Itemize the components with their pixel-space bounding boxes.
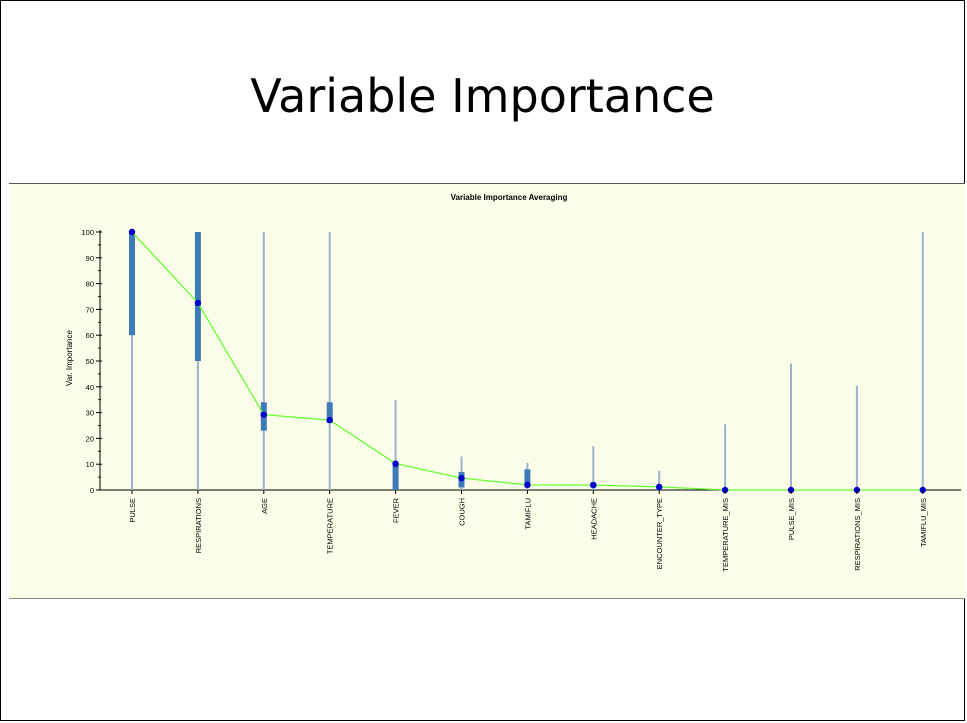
- mean-point-cough: [458, 475, 464, 481]
- y-tick-label: 40: [86, 383, 94, 392]
- mean-point-headache: [590, 482, 596, 488]
- x-tick-label: RESPIRATIONS: [194, 498, 203, 553]
- y-tick-label: 100: [81, 228, 94, 237]
- x-tick-label: RESPIRATIONS_MIS: [853, 498, 862, 571]
- x-tick-label: COUGH: [458, 498, 467, 526]
- mean-point-pulse: [129, 229, 135, 235]
- mean-point-fever: [392, 460, 398, 466]
- x-tick-label: FEVER: [392, 497, 401, 523]
- chart-title: Variable Importance Averaging: [451, 193, 568, 202]
- iqr-box-pulse: [129, 232, 135, 335]
- x-tick-label: PULSE: [128, 498, 137, 523]
- range-lines: [132, 232, 923, 490]
- slide-title: Variable Importance: [1, 69, 964, 123]
- iqr-box-fever: [393, 464, 399, 490]
- mean-point-respirations: [195, 300, 201, 306]
- y-tick-label: 10: [86, 460, 94, 469]
- y-tick-label: 70: [86, 305, 94, 314]
- y-axis-label: Var. Importance: [65, 330, 74, 386]
- x-tick-label: TAMIFLU_MIS: [919, 498, 928, 547]
- x-tick-label: ENCOUNTER_TYPE: [655, 498, 664, 569]
- x-tick-label: HEADACHE: [589, 498, 598, 540]
- box-plot-chart: Variable Importance Averaging Var. Impor…: [9, 184, 965, 598]
- mean-point-age: [261, 411, 267, 417]
- axes: 0 10 20 30 40 50 60 70 80 90 100: [81, 228, 961, 495]
- x-tick-label: TEMPERATURE: [326, 498, 335, 554]
- chart-panel: Variable Importance Averaging Var. Impor…: [9, 183, 965, 599]
- y-tick-label: 60: [86, 331, 94, 340]
- y-tick-label: 20: [86, 434, 94, 443]
- y-tick-label: 80: [86, 280, 94, 289]
- y-tick-label: 0: [90, 486, 94, 495]
- mean-point-tamiflu: [524, 482, 530, 488]
- mean-series: [129, 229, 926, 493]
- x-tick-label: PULSE_MIS: [787, 498, 796, 540]
- x-tick-label: TAMIFLU: [523, 498, 532, 530]
- mean-point-encounter_type: [656, 484, 662, 490]
- y-tick-label: 90: [86, 254, 94, 263]
- x-tick-label: TEMPERATURE_MIS: [721, 498, 730, 572]
- y-tick-label: 50: [86, 357, 94, 366]
- y-tick-label: 30: [86, 409, 94, 418]
- mean-point-temperature: [327, 417, 333, 423]
- iqr-box-respirations: [195, 232, 201, 361]
- x-tick-label: AGE: [260, 498, 269, 514]
- mean-line: [132, 232, 923, 490]
- x-tick-labels: PULSE RESPIRATIONS AGE TEMPERATURE FEVER COUG…: [128, 490, 928, 572]
